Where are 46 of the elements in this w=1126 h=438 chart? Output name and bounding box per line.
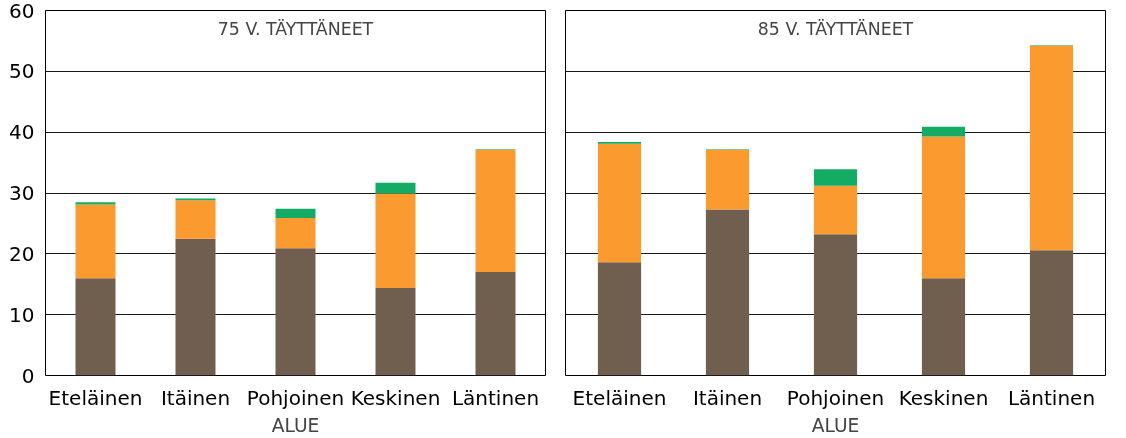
bar: [175, 238, 216, 376]
bar: [75, 204, 116, 279]
text: 75 V. TÄYTTÄNEET: [217, 18, 374, 39]
bar: [75, 202, 116, 205]
bar: [1029, 45, 1074, 251]
bar: [813, 185, 858, 235]
bar: [1029, 250, 1074, 376]
bar: [275, 217, 316, 249]
bar: [921, 278, 966, 376]
bar: [475, 272, 516, 376]
bar: [705, 149, 750, 210]
y-tick-label: 30: [9, 181, 35, 205]
x-axis-title: ALUE: [271, 414, 320, 436]
x-tick-label: Keskinen: [898, 385, 989, 410]
text: 85 V. TÄYTTÄNEET: [757, 18, 914, 39]
x-tick-label: Pohjoinen: [246, 385, 345, 410]
bar: [375, 182, 416, 194]
y-tick-label: 0: [21, 363, 35, 388]
bar: [375, 287, 416, 376]
bar: [813, 169, 858, 186]
bar: [375, 193, 416, 288]
bar: [275, 248, 316, 376]
x-tick-label: Keskinen: [350, 385, 441, 410]
bar: [597, 262, 642, 376]
bar: [705, 209, 750, 376]
x-tick-label: Itäinen: [160, 385, 231, 410]
x-axis-title: ALUE: [811, 414, 860, 436]
bar: [475, 149, 516, 273]
x-tick-label: Itäinen: [692, 385, 763, 410]
y-tick-label: 60: [9, 0, 35, 23]
bar: [597, 143, 642, 263]
x-tick-label: Eteläinen: [48, 385, 143, 410]
x-tick-label: Eteläinen: [572, 385, 667, 410]
y-tick-label: 50: [9, 59, 35, 84]
bar: [75, 278, 116, 376]
y-tick-label: 40: [9, 120, 35, 145]
bar: [275, 208, 316, 218]
y-tick-label: 10: [9, 302, 35, 327]
x-tick-label: Läntinen: [451, 385, 540, 410]
x-tick-label: Läntinen: [1007, 385, 1096, 410]
bar: [175, 200, 216, 239]
x-tick-label: Pohjoinen: [786, 385, 885, 410]
bar: [813, 234, 858, 376]
bar: [921, 136, 966, 279]
y-tick-label: 20: [9, 241, 35, 266]
bar: [921, 126, 966, 137]
